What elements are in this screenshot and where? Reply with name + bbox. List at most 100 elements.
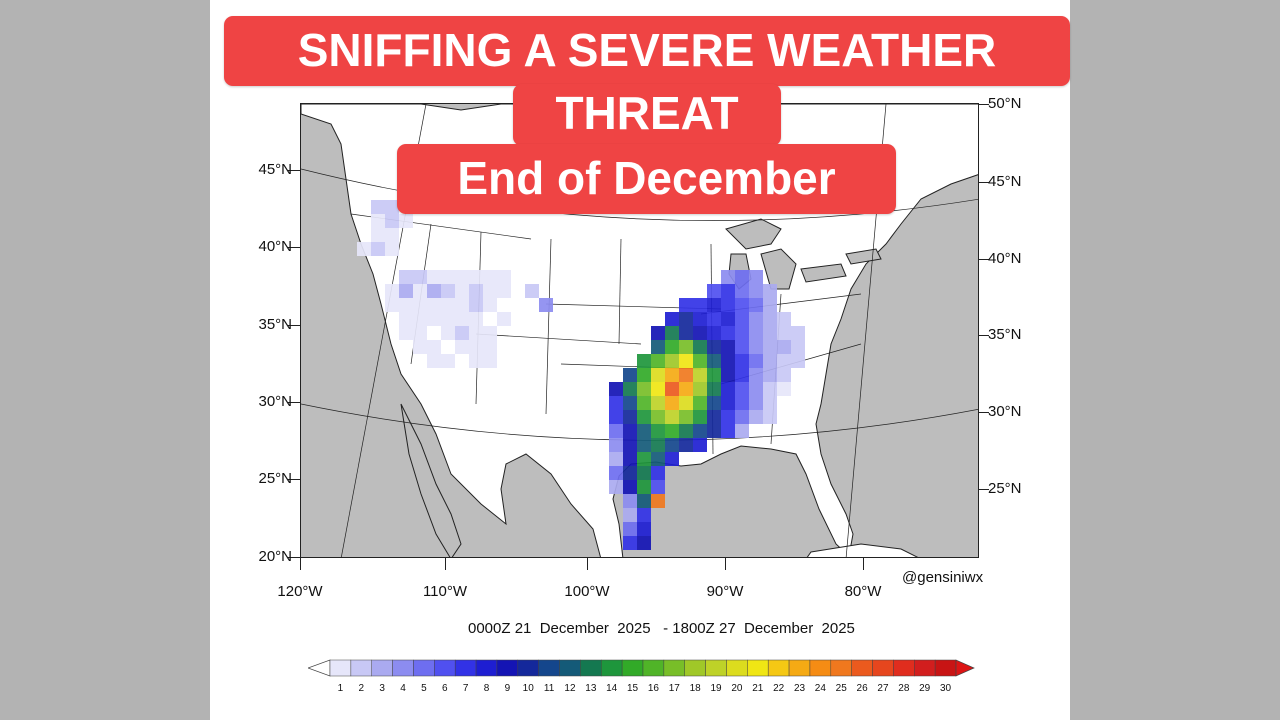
precip-cell xyxy=(749,326,763,340)
headline-banner-line1: SNIFFING A SEVERE WEATHER xyxy=(224,16,1070,86)
precip-cell xyxy=(469,298,483,312)
precip-cell xyxy=(469,340,483,354)
colorbar-label: 22 xyxy=(773,683,785,694)
colorbar-swatch xyxy=(726,659,748,677)
precip-cell xyxy=(497,270,511,284)
precip-cell xyxy=(609,410,623,424)
precip-cell xyxy=(721,270,735,284)
precip-cell xyxy=(455,326,469,340)
precip-cell xyxy=(371,200,385,214)
precip-cell xyxy=(721,284,735,298)
precip-cell xyxy=(707,424,721,438)
precip-cell xyxy=(749,396,763,410)
precip-cell xyxy=(469,354,483,368)
colorbar-swatch xyxy=(809,659,832,677)
precip-cell xyxy=(665,438,679,452)
precip-cell xyxy=(665,424,679,438)
precip-cell xyxy=(763,340,777,354)
precip-cell xyxy=(637,508,651,522)
precip-cell xyxy=(371,242,385,256)
precip-cell xyxy=(707,340,721,354)
colorbar-swatch xyxy=(684,659,706,677)
colorbar-label: 9 xyxy=(504,683,511,694)
precip-cell xyxy=(763,298,777,312)
precip-cell xyxy=(623,424,637,438)
precip-cell xyxy=(455,284,469,298)
precip-cell xyxy=(441,284,455,298)
colorbar-label: 2 xyxy=(358,683,365,694)
precip-cell xyxy=(679,438,693,452)
precip-cell xyxy=(679,312,693,326)
tick xyxy=(979,412,989,413)
precip-cell xyxy=(525,284,539,298)
lon-label: 80°W xyxy=(844,583,882,600)
colorbar-swatch xyxy=(934,659,957,677)
precip-cell xyxy=(413,284,427,298)
precip-cell xyxy=(623,368,637,382)
precip-cell xyxy=(693,354,707,368)
colorbar-label: 5 xyxy=(421,683,427,694)
precip-cell xyxy=(763,284,777,298)
precip-cell xyxy=(735,298,749,312)
precip-cell xyxy=(455,340,469,354)
colorbar-swatch xyxy=(538,659,560,677)
precip-cell xyxy=(609,396,623,410)
precip-cell xyxy=(777,368,791,382)
colorbar-label: 21 xyxy=(752,683,764,694)
precip-cell xyxy=(623,494,637,508)
lon-label: 110°W xyxy=(422,583,468,600)
precip-cell xyxy=(609,438,623,452)
headline-banner-line2: THREAT xyxy=(513,84,781,146)
tick xyxy=(979,489,989,490)
precip-cell xyxy=(413,326,427,340)
precip-cell xyxy=(707,368,721,382)
precip-cell xyxy=(651,452,665,466)
colorbar-label: 1 xyxy=(337,683,344,694)
precip-cell xyxy=(441,312,455,326)
precip-cell xyxy=(777,312,791,326)
precip-cell xyxy=(609,452,623,466)
precip-cell xyxy=(693,340,707,354)
precip-cell xyxy=(679,424,693,438)
colorbar-swatch xyxy=(851,659,873,677)
precip-cell xyxy=(637,452,651,466)
precip-cell xyxy=(651,396,665,410)
tick xyxy=(979,259,989,260)
precip-cell xyxy=(665,396,679,410)
precip-cell xyxy=(399,270,413,284)
precip-cell xyxy=(385,228,399,242)
colorbar-swatch xyxy=(788,659,811,677)
precip-cell xyxy=(777,340,791,354)
precip-cell xyxy=(623,452,637,466)
precip-cell xyxy=(721,312,735,326)
lat-label-left: 20°N xyxy=(258,548,292,565)
precip-cell xyxy=(651,424,665,438)
colorbar-label: 18 xyxy=(689,683,701,694)
precip-cell xyxy=(539,298,553,312)
colorbar-swatch xyxy=(475,659,498,677)
colorbar xyxy=(308,659,975,677)
lat-label-right: 45°N xyxy=(988,173,1022,190)
precip-cell xyxy=(455,298,469,312)
colorbar-min-arrow xyxy=(308,659,331,677)
precip-cell xyxy=(693,312,707,326)
precip-cell xyxy=(651,340,665,354)
tick xyxy=(300,558,301,570)
precip-cell xyxy=(693,438,707,452)
precip-cell xyxy=(735,270,749,284)
precip-cell xyxy=(357,242,371,256)
colorbar-label: 17 xyxy=(668,683,680,694)
precip-cell xyxy=(623,396,637,410)
colorbar-label: 19 xyxy=(710,683,722,694)
colorbar-label: 24 xyxy=(814,683,826,694)
precip-cell xyxy=(609,382,623,396)
colorbar-swatch xyxy=(580,659,602,677)
precip-cell xyxy=(749,312,763,326)
colorbar-swatch xyxy=(893,659,915,677)
precip-cell xyxy=(721,354,735,368)
colorbar-swatch xyxy=(872,659,894,677)
precip-cell xyxy=(763,368,777,382)
tick xyxy=(288,402,300,403)
precip-cell xyxy=(777,382,791,396)
precip-cell xyxy=(637,480,651,494)
